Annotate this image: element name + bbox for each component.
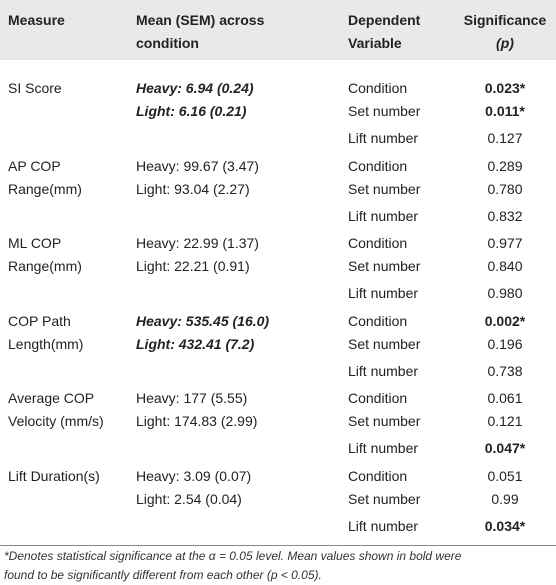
measure: Range(mm): [8, 180, 82, 197]
measure: ML COP: [8, 235, 62, 252]
dependent-variable: Lift number: [348, 518, 419, 534]
dependent-variable: Set number: [348, 413, 421, 430]
measure: Lift Duration(s): [8, 468, 100, 484]
measure: AP COP: [8, 157, 61, 174]
measure: Range(mm): [8, 258, 82, 275]
significance: 0.034*: [484, 518, 526, 534]
significance: 0.196: [487, 335, 523, 352]
mean-sem: Heavy: 22.99 (1.37): [136, 235, 259, 252]
significance: 0.780: [487, 180, 523, 197]
mean-sem: Light: 22.21 (0.91): [136, 258, 250, 275]
significance: 0.977: [487, 235, 523, 252]
significance: 0.99: [491, 491, 519, 507]
dependent-variable: Set number: [348, 103, 421, 119]
measure: Length(mm): [8, 335, 84, 352]
mean-sem: Heavy: 6.94 (0.24): [136, 80, 254, 96]
dependent-variable: Set number: [348, 180, 421, 197]
header-cell: condition: [136, 35, 199, 51]
significance: 0.011*: [485, 103, 525, 119]
significance: 0.289: [487, 157, 523, 174]
significance: 0.047*: [484, 440, 526, 457]
header-cell: Variable: [348, 35, 402, 51]
mean-sem: Light: 174.83 (2.99): [136, 413, 258, 430]
measure: COP Path: [8, 312, 71, 329]
dependent-variable: Condition: [348, 312, 408, 329]
dependent-variable: Condition: [348, 80, 408, 96]
dependent-variable: Condition: [348, 157, 408, 174]
dependent-variable: Lift number: [348, 130, 419, 146]
dependent-variable: Lift number: [348, 440, 419, 457]
significance: 0.127: [487, 130, 523, 146]
dependent-variable: Set number: [348, 491, 421, 507]
footnote: *Denotes statistical significance at the…: [4, 549, 462, 563]
significance: 0.002*: [484, 312, 526, 329]
mean-sem: Heavy: 99.67 (3.47): [136, 157, 259, 174]
significance: 0.980: [487, 285, 523, 302]
significance: 0.738: [487, 362, 523, 379]
dependent-variable: Lift number: [348, 207, 419, 224]
header-band: [0, 0, 556, 60]
mean-sem: Heavy: 535.45 (16.0): [136, 312, 270, 329]
dependent-variable: Condition: [348, 468, 408, 484]
dependent-variable: Condition: [348, 235, 408, 252]
mean-sem: Light: 6.16 (0.21): [136, 103, 247, 119]
header-cell: Significance: [463, 12, 547, 28]
header-cell: Mean (SEM) across: [136, 12, 265, 28]
footnote: found to be significantly different from…: [4, 568, 322, 582]
mean-sem: Light: 2.54 (0.04): [136, 491, 242, 507]
dependent-variable: Lift number: [348, 285, 419, 302]
dependent-variable: Lift number: [348, 362, 419, 379]
measure: Velocity (mm/s): [8, 413, 104, 430]
header-cell: (p): [496, 35, 514, 51]
dependent-variable: Condition: [348, 390, 408, 407]
significance: 0.832: [487, 207, 523, 224]
header-cell: Dependent: [348, 12, 421, 28]
mean-sem: Heavy: 3.09 (0.07): [136, 468, 252, 484]
dependent-variable: Set number: [348, 258, 421, 275]
significance: 0.023*: [484, 80, 526, 96]
bottom-rule: [0, 545, 556, 546]
header-cell: Measure: [8, 12, 65, 28]
significance: 0.051: [487, 468, 523, 484]
measure: SI Score: [8, 80, 62, 96]
mean-sem: Heavy: 177 (5.55): [136, 390, 248, 407]
measure: Average COP: [8, 390, 95, 407]
significance: 0.061: [487, 390, 523, 407]
mean-sem: Light: 93.04 (2.27): [136, 180, 250, 197]
mean-sem: Light: 432.41 (7.2): [136, 335, 255, 352]
significance: 0.840: [487, 258, 523, 275]
dependent-variable: Set number: [348, 335, 421, 352]
significance: 0.121: [487, 413, 523, 430]
